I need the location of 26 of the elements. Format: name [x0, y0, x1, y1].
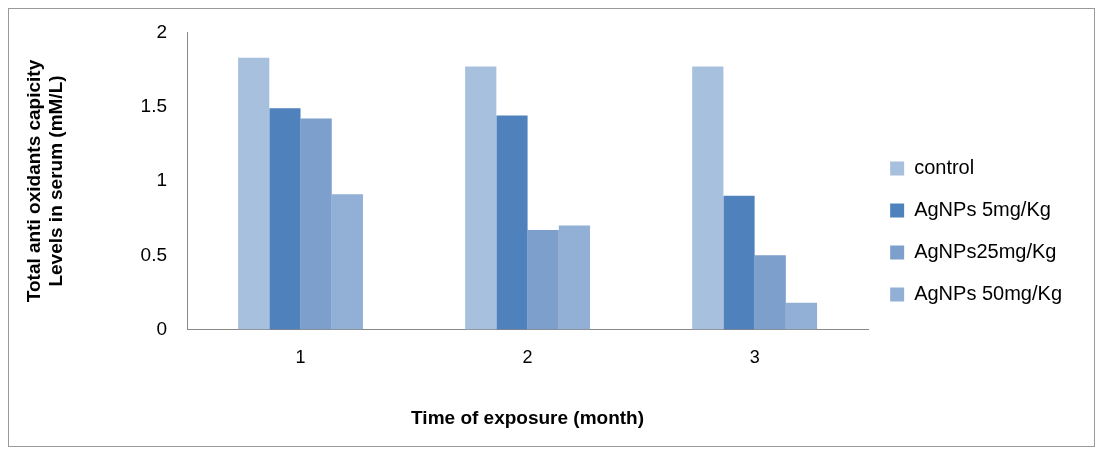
bar: [496, 115, 528, 330]
x-tick-label: 1: [295, 347, 306, 368]
bar: [692, 66, 724, 330]
x-tick-label: 3: [749, 347, 760, 368]
x-axis-title: Time of exposure (month): [411, 406, 645, 428]
bar: [465, 66, 497, 330]
y-tick-label: 1.5: [140, 94, 168, 116]
bar: [785, 302, 818, 330]
legend-label: AgNPs 50mg/Kg: [914, 282, 1063, 305]
y-tick-label: 0: [156, 317, 168, 339]
bar: [269, 108, 301, 330]
y-tick-label: 0.5: [140, 243, 168, 265]
bar: [754, 255, 786, 330]
legend-label: control: [914, 156, 975, 179]
bar: [331, 194, 363, 330]
bar: [300, 118, 332, 330]
legend-label: AgNPs25mg/Kg: [914, 240, 1057, 263]
bar: [238, 57, 270, 330]
legend-label: AgNPs 5mg/Kg: [914, 198, 1051, 221]
y-tick-label: 1: [156, 169, 168, 191]
bar: [558, 225, 591, 330]
bar: [723, 195, 755, 330]
y-axis-title: Total anti oxidants capicity Levels in serum (mM/L): [22, 59, 67, 303]
y-tick-label: 2: [156, 20, 168, 42]
bar: [527, 230, 559, 330]
x-tick-label: 2: [522, 347, 533, 368]
